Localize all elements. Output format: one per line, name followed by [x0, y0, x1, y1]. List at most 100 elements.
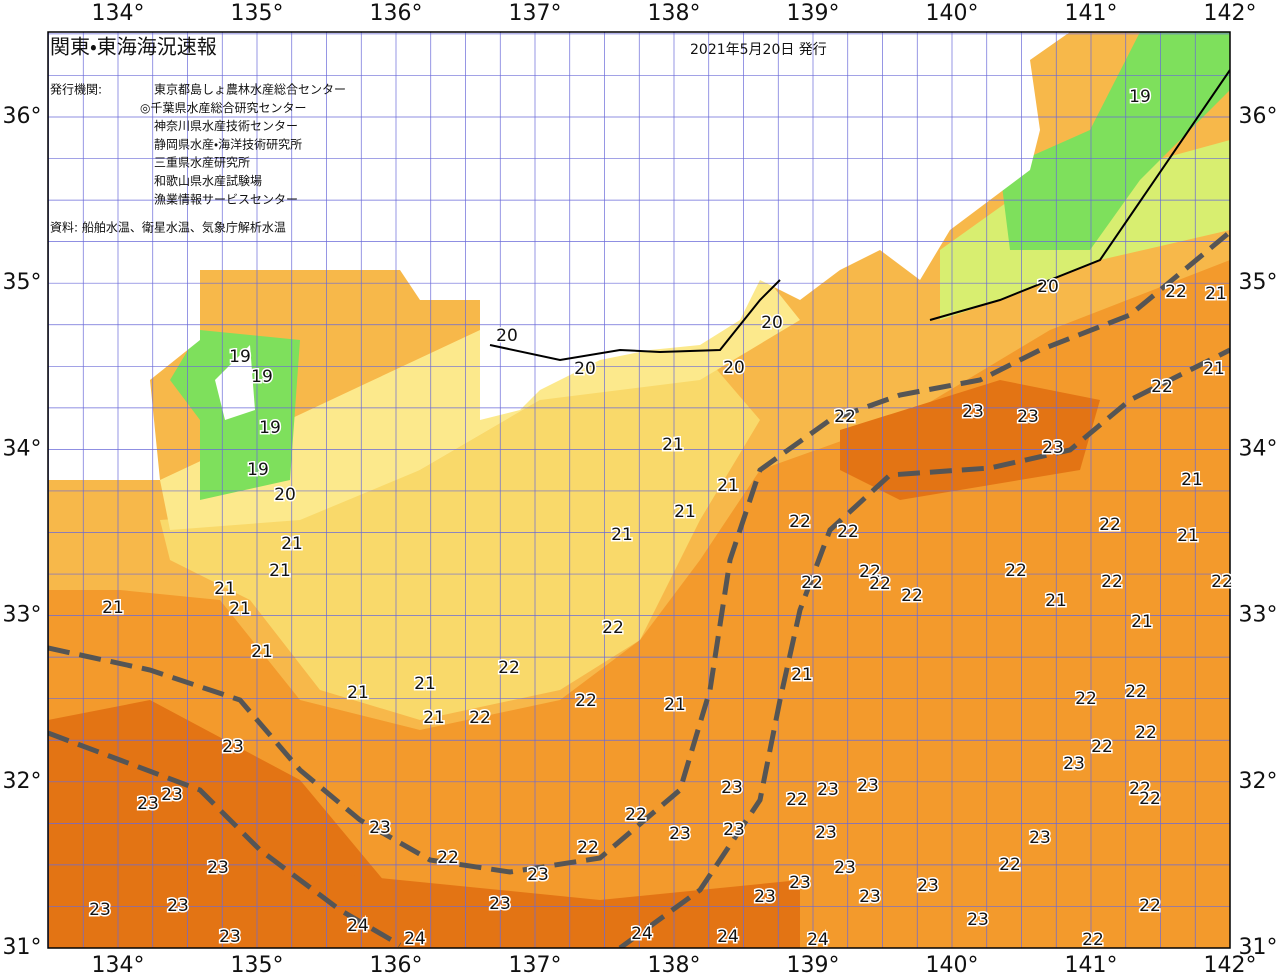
contour-label: 24 — [807, 930, 829, 950]
contour-label: 23 — [207, 858, 229, 878]
lon-tick-top: 142° — [1204, 1, 1257, 26]
contour-label: 22 — [625, 805, 647, 825]
contour-label: 23 — [669, 824, 691, 844]
issuer: 三重県水産研究所 — [154, 156, 250, 170]
contour-label: 21 — [717, 476, 739, 496]
lon-tick-bottom: 138° — [648, 953, 701, 978]
lon-tick-top: 136° — [370, 1, 423, 26]
contour-label: 20 — [274, 485, 296, 505]
contour-label: 23 — [489, 894, 511, 914]
contour-label: 23 — [1063, 754, 1085, 774]
issuer: 東京都島しょ農林水産総合センター — [154, 82, 346, 97]
contour-label: 21 — [664, 695, 686, 715]
lat-tick-left: 32° — [3, 769, 42, 794]
contour-label: 22 — [1075, 689, 1097, 709]
contour-label: 22 — [1211, 572, 1233, 592]
lon-tick-top: 139° — [787, 1, 840, 26]
issuer: 和歌山県水産試験場 — [154, 173, 262, 188]
contour-label: 19 — [251, 367, 273, 387]
lat-tick-left: 34° — [3, 436, 42, 461]
sea-surface — [48, 32, 1230, 948]
source: 資料: 船舶水温、衛星水温、気象庁解析水温 — [50, 220, 286, 235]
contour-label: 21 — [1181, 470, 1203, 490]
contour-label: 23 — [527, 865, 549, 885]
lat-tick-right: 36° — [1239, 104, 1278, 129]
issuer: ◎千葉県水産総合研究センター — [140, 100, 306, 115]
lon-tick-bottom: 140° — [926, 953, 979, 978]
contour-label: 23 — [917, 876, 939, 896]
lon-tick-bottom: 139° — [787, 953, 840, 978]
contour-label: 22 — [602, 618, 624, 638]
contour-label: 21 — [611, 525, 633, 545]
lat-tick-right: 34° — [1239, 436, 1278, 461]
lon-tick-top: 135° — [231, 1, 284, 26]
contour-label: 22 — [469, 708, 491, 728]
contour-label: 22 — [999, 855, 1021, 875]
lon-tick-top: 140° — [926, 1, 979, 26]
contour-label: 22 — [1129, 779, 1151, 799]
contour-label: 22 — [1139, 896, 1161, 916]
lat-tick-right: 33° — [1239, 603, 1278, 628]
contour-label: 21 — [251, 642, 273, 662]
contour-label: 21 — [414, 674, 436, 694]
contour-label: 19 — [229, 347, 251, 367]
contour-label: 22 — [1165, 282, 1187, 302]
contour-label: 21 — [662, 435, 684, 455]
lon-tick-bottom: 141° — [1065, 953, 1118, 978]
contour-label: 24 — [631, 924, 653, 944]
contour-label: 22 — [575, 691, 597, 711]
lon-tick-top: 137° — [509, 1, 562, 26]
contour-label: 22 — [837, 522, 859, 542]
contour-label: 22 — [859, 562, 881, 582]
contour-label: 22 — [1101, 572, 1123, 592]
map-frame — [47, 31, 1231, 949]
contour-label: 24 — [717, 927, 739, 947]
contour-label: 22 — [577, 838, 599, 858]
contour-label: 21 — [102, 598, 124, 618]
contour-label: 22 — [1082, 930, 1104, 950]
issuer: 神奈川県水産技術センター — [154, 118, 298, 133]
contour-label: 23 — [89, 900, 111, 920]
contour-label: 23 — [721, 778, 743, 798]
contour-label: 21 — [269, 561, 291, 581]
contour-label: 21 — [791, 665, 813, 685]
issue-date: 2021年5月20日 発行 — [690, 42, 827, 58]
contour-label: 23 — [754, 887, 776, 907]
contour-label: 23 — [167, 896, 189, 916]
contour-label: 19 — [1129, 87, 1151, 107]
lon-tick-top: 141° — [1065, 1, 1118, 26]
contour-label: 22 — [1125, 682, 1147, 702]
lon-tick-bottom: 134° — [92, 953, 145, 978]
contour-label: 22 — [498, 658, 520, 678]
grid — [48, 32, 1230, 948]
contour-label: 22 — [1005, 561, 1027, 581]
contour-label: 21 — [423, 708, 445, 728]
lat-tick-right: 35° — [1239, 270, 1278, 295]
contour-label: 23 — [962, 402, 984, 422]
contour-label: 21 — [1177, 526, 1199, 546]
contour-label: 23 — [817, 780, 839, 800]
contour-label: 23 — [161, 785, 183, 805]
contour-label: 23 — [723, 820, 745, 840]
contour-label: 20 — [1037, 277, 1059, 297]
lat-tick-left: 36° — [3, 104, 42, 129]
contour-label: 22 — [1099, 515, 1121, 535]
contour-label: 21 — [1045, 591, 1067, 611]
contour-label: 23 — [137, 794, 159, 814]
contour-label: 23 — [369, 818, 391, 838]
contour-label: 22 — [437, 848, 459, 868]
current-paths — [48, 230, 1230, 948]
contour-label: 24 — [347, 916, 369, 936]
lat-tick-left: 35° — [3, 270, 42, 295]
title: 関東・東海海況速報 — [50, 35, 217, 59]
contour-label: 23 — [815, 823, 837, 843]
contour-label: 20 — [723, 358, 745, 378]
issuer: 漁業情報サービスセンター — [154, 192, 298, 206]
contour-label: 23 — [859, 887, 881, 907]
contour-label: 23 — [967, 910, 989, 930]
lat-tick-left: 33° — [3, 603, 42, 628]
contour-label: 23 — [857, 776, 879, 796]
contour-label: 22 — [786, 790, 808, 810]
contour-label: 22 — [789, 512, 811, 532]
